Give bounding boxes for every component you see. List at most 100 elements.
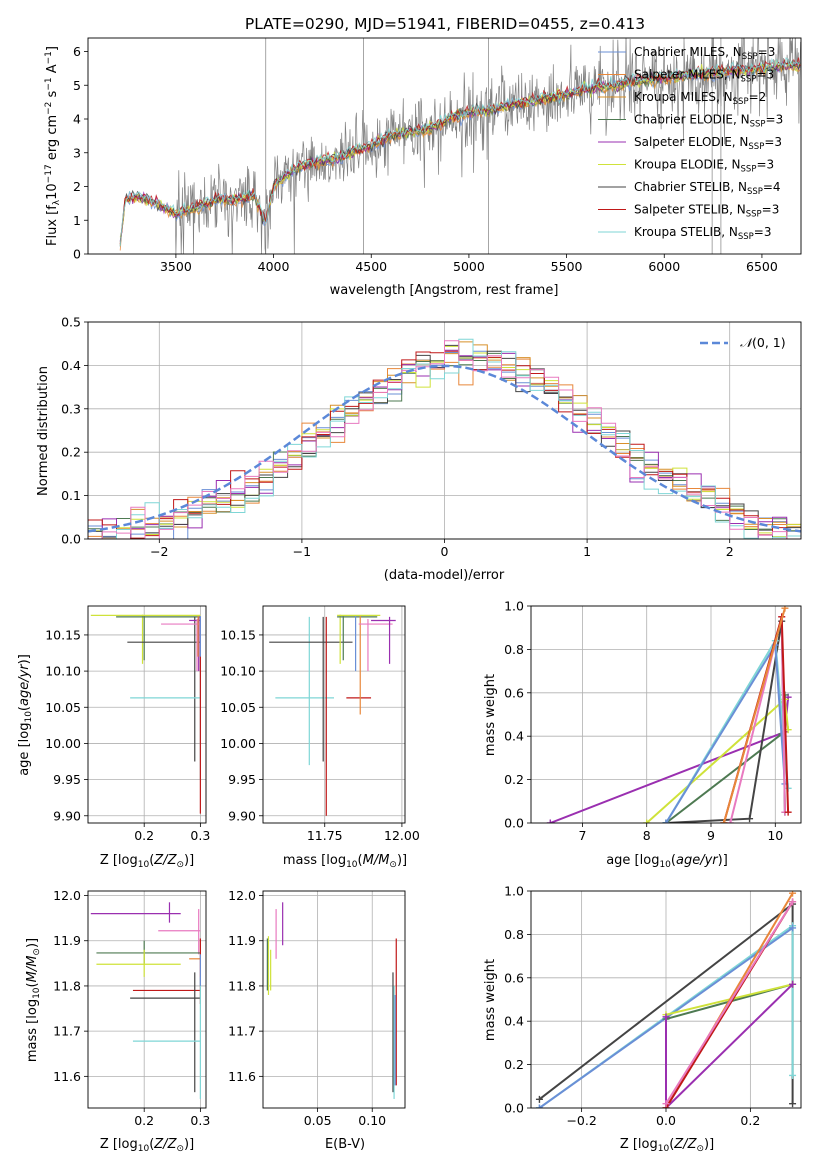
series-marker-kroupa_stelib [789,1071,797,1079]
label-part: 10 [32,987,42,999]
residual-histogram-kroupa_stelib [88,338,801,539]
panel-mass-vs-Z: 0.2 0.311.611.711.811.912.0Z [log10(Z/Z⊙)… [25,888,210,1154]
label-part: Z/Z [673,1137,697,1152]
label-part: 10 [659,860,671,870]
errorbar-chabrier_elodie [96,940,201,964]
axes: 0.2 0.3 9.90 9.95 10.00 10.05 10.10 10.15 Z [log… [17,605,210,870]
x-axis-label: (data-model)/error [384,568,505,583]
legend-subscript: SSP [750,120,766,130]
panel-residuals: −2 −1 0 1 2 0.0 0.1 0.2 0.3 0.4 0.5 𝒩(0, 1) (data-mo… [36,315,802,583]
legend-subscript: SSP [742,52,758,62]
errorbar-chabrier_stelib [130,972,201,1093]
axes: 0.05 0.10 11.6 11.7 11.8 11.9 12.0 E(B-V) [228,888,406,1152]
plot-area [535,891,797,1108]
legend-subscript: SSP [746,210,762,220]
x-axis-label: wavelength [Angstrom, rest frame] [330,283,559,298]
y-tick-label: 0.1 [61,488,81,503]
label-part: −17 [44,164,54,183]
y-axis-label: mass weight [483,674,498,756]
x-tick-label: 10 [767,828,783,843]
y-tick-label: 0.0 [504,1101,524,1116]
errorbar-kroupa_stelib [275,616,334,766]
y-axis-label: mass [log10(M/M⊙)] [25,938,42,1062]
y-axis-label: mass weight [483,959,498,1041]
x-axis-label: mass [log10(M/M⊙)] [283,853,407,870]
legend-text: =3 [766,113,784,127]
panel-mass-vs-ebv: 0.05 0.10 11.6 11.7 11.8 11.9 12.0 E(B-V) [228,888,406,1152]
axes-frame [87,605,207,824]
x-axis-label: Z [log10(Z/Z⊙)] [100,1137,194,1154]
label-part: Z [log [100,1137,138,1152]
y-tick-label: 0.2 [504,772,524,787]
y-tick-label: 0.2 [504,1057,524,1072]
label-part: )] [718,853,728,868]
label-part: ⊙ [32,948,42,956]
axes-frame [530,605,802,824]
y-tick-label: 6 [73,44,81,59]
y-tick-label: 0.3 [61,401,81,416]
x-tick-label: 0.10 [358,1113,386,1128]
x-tick-label: 6000 [648,259,680,274]
label-part: mass [log [283,853,346,868]
legend-text: =4 [763,180,781,194]
axes-frame [262,890,406,1109]
label-part: Z [log [620,1137,658,1152]
errorbar-pink [158,909,201,955]
series-marker-salpeter_stelib [784,808,792,816]
series-marker-salpeter_elodie [546,819,554,823]
y-tick-label: 0 [73,247,81,262]
y-tick-label: 0.0 [504,816,524,831]
errorbar-salpeter_elodie [90,902,181,923]
legend-subscript: SSP [741,165,757,175]
x-tick-label: −1 [293,544,311,559]
label-part: M/M [25,956,40,983]
x-tick-label: 0.2 [740,1113,760,1128]
legend-entry: Chabrier MILES, NSSP=3 [634,45,775,62]
x-tick-label: 2 [726,544,734,559]
y-tick-label: 9.95 [53,772,81,787]
legend-entry: Salpeter STELIB, NSSP=3 [634,203,779,220]
label-part: ( [671,853,676,868]
legend-text: Kroupa MILES, N [634,90,733,104]
series-line-salpeter_miles [722,607,786,823]
legend-text: =3 [756,68,774,82]
label-part: 10 [45,183,60,200]
x-tick-label: 0.3 [190,1113,210,1128]
label-part: ( [17,706,32,711]
x-tick-label: 1 [583,544,591,559]
series-marker-salpeter_miles [781,606,789,612]
x-tick-label: −2 [150,544,168,559]
series-marker-chabrier_miles [789,924,797,932]
errorbar-kroupa_elodie [90,614,201,664]
label-part: 10 [138,860,150,870]
y-tick-label: 11.9 [53,933,81,948]
y-tick-label: 11.7 [228,1024,256,1039]
label-part: 10 [24,711,34,723]
series-marker-chabrier_miles [662,819,670,823]
y-tick-label: 10.05 [45,700,81,715]
x-tick-label: 5500 [551,259,583,274]
y-tick-label: 10.00 [220,736,256,751]
series-marker-kroupa_elodie [643,819,651,823]
errorbar-pink [161,619,201,672]
y-tick-label: 11.7 [53,1024,81,1039]
x-tick-label: 0.3 [190,828,210,843]
label-part: −1 [44,51,54,64]
plot-area [88,338,801,539]
legend-text: Salpeter ELODIE, N [634,135,748,149]
errorbar-pink [358,619,393,672]
y-tick-label: 12.0 [228,888,256,903]
errorbar-chabrier_elodie [337,616,378,661]
legend-text: =2 [749,90,767,104]
label-part: 10 [658,1144,670,1154]
y-tick-label: 9.95 [228,772,256,787]
label-part: age/yr [676,853,719,868]
errorbar-kroupa_elodie [337,614,381,664]
legend-text: (0, 1) [752,335,786,350]
legend-entry: Salpeter ELODIE, NSSP=3 [634,135,782,152]
x-axis-label: E(B-V) [325,1137,365,1152]
plot-area [90,614,201,814]
spectrum-model-kroupa_stelib [119,57,801,247]
legend-entry: Chabrier STELIB, NSSP=4 [634,180,781,197]
